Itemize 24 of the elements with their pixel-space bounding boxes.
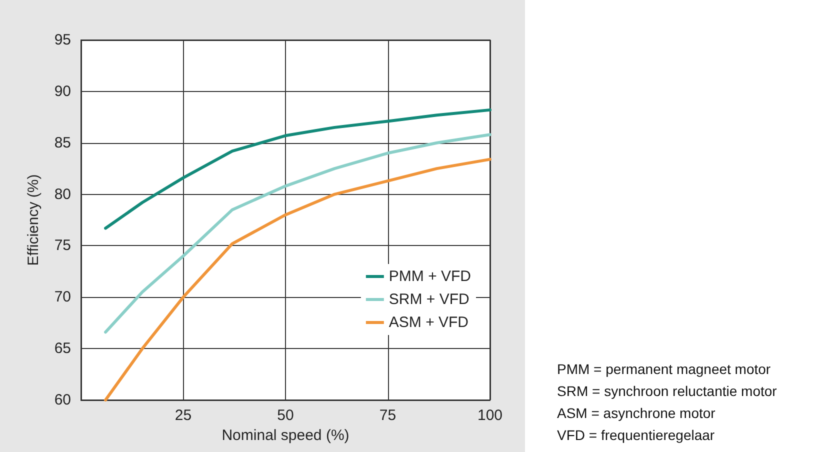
text: SRM = synchroon reluctantie motor — [557, 383, 778, 399]
y-tick-label: 75 — [54, 237, 71, 254]
x-tick-label: 75 — [379, 407, 396, 424]
y-tick-label: 90 — [54, 82, 71, 100]
x-tick-label: 100 — [477, 407, 503, 424]
y-tick-label: 85 — [54, 134, 71, 152]
y-tick-label: 65 — [54, 340, 71, 358]
legend-label: PMM + VFD — [388, 268, 472, 285]
x-tick-label: 25 — [174, 407, 192, 424]
line-series — [104, 108, 492, 230]
y-tick-label: 70 — [54, 288, 71, 306]
y-axis-title: Efficiency (%) — [25, 174, 42, 266]
x-tick-label: 50 — [277, 407, 294, 424]
legend-label: SRM + VFD — [388, 291, 470, 308]
x-axis-title: Nominal speed (%) — [222, 426, 350, 444]
y-tick-label: 60 — [54, 392, 71, 408]
line-series — [104, 158, 492, 402]
text: VFD = frequentieregelaar — [557, 427, 715, 443]
text: ASM = asynchrone motor — [557, 405, 716, 421]
line-series — [104, 133, 492, 334]
y-tick-label: 95 — [54, 32, 71, 48]
y-tick-label: 80 — [54, 186, 71, 203]
legend-label: ASM + VFD — [388, 314, 469, 331]
text: PMM = permanent magneet motor — [557, 361, 771, 377]
